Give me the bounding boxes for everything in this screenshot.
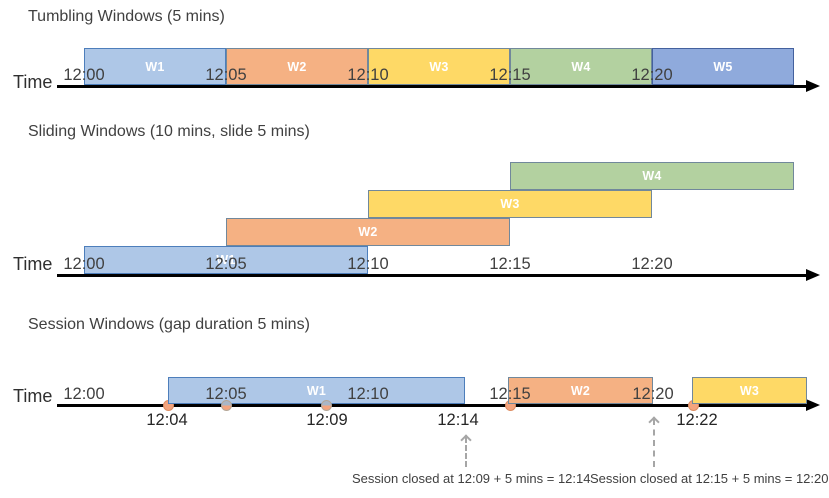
axis-tick-label: 12:15 (489, 385, 531, 403)
event-time-label: 12:22 (676, 411, 718, 429)
event-time-label: 12:04 (146, 411, 188, 429)
window-label: W4 (571, 59, 591, 74)
window-label: W2 (570, 383, 591, 398)
dashed-pointer-arrow (648, 416, 660, 467)
axis-tick-label: 12:05 (205, 385, 247, 403)
sliding-time-axis-label: Time (13, 254, 53, 274)
time-axis-arrowhead-icon (806, 269, 820, 281)
session-closed-note: Session closed at 12:15 + 5 mins = 12:20 (590, 471, 829, 486)
window-bar: W2 (508, 377, 653, 404)
window-label: W1 (306, 383, 327, 398)
axis-tick-label: 12:05 (205, 255, 247, 273)
window-bar: W1 (84, 246, 368, 274)
time-axis-arrowhead-icon (806, 80, 820, 92)
sliding-title: Sliding Windows (10 mins, slide 5 mins) (28, 123, 310, 140)
time-axis-line (57, 404, 806, 407)
window-bar: W2 (226, 218, 510, 246)
arrow-up-icon (648, 416, 660, 428)
session-time-axis-label: Time (13, 386, 53, 406)
window-bar: W3 (692, 377, 807, 404)
time-axis-line (57, 85, 806, 88)
axis-tick-label: 12:15 (489, 255, 531, 273)
axis-tick-label: 12:10 (347, 255, 389, 273)
window-label: W2 (358, 225, 378, 239)
axis-tick-label: 12:05 (205, 66, 247, 84)
window-label: W3 (500, 197, 520, 211)
axis-tick-label: 12:20 (632, 385, 674, 403)
session-closed-note: Session closed at 12:09 + 5 mins = 12:14 (352, 471, 591, 486)
time-axis-line (57, 274, 806, 277)
axis-tick-label: 12:00 (63, 255, 105, 273)
event-time-label: 12:14 (437, 411, 479, 429)
axis-tick-label: 12:20 (631, 255, 673, 273)
window-label: W1 (145, 59, 165, 74)
dashed-pointer-arrow (460, 434, 472, 467)
window-label: W2 (287, 59, 307, 74)
window-label: W5 (713, 59, 733, 74)
event-dot (320, 400, 332, 411)
tumbling-time-axis-label: Time (13, 72, 53, 92)
axis-tick-label: 12:10 (347, 66, 389, 84)
axis-tick-label: 12:00 (63, 66, 105, 84)
window-label: W3 (739, 383, 760, 398)
time-axis-arrowhead-icon (806, 399, 820, 411)
window-label: W3 (429, 59, 449, 74)
window-bar: W3 (368, 48, 510, 85)
tumbling-title: Tumbling Windows (5 mins) (28, 8, 225, 25)
axis-tick-label: 12:20 (631, 66, 673, 84)
arrow-up-icon (460, 434, 472, 446)
window-bar: W5 (652, 48, 794, 85)
window-bar: W1 (168, 377, 465, 404)
axis-tick-label: 12:00 (63, 385, 105, 403)
event-time-label: 12:09 (306, 411, 348, 429)
window-bar: W3 (368, 190, 652, 218)
session-title: Session Windows (gap duration 5 mins) (28, 316, 310, 333)
window-label: W1 (216, 253, 236, 267)
window-bar: W2 (226, 48, 368, 85)
window-bar: W1 (84, 48, 226, 85)
axis-tick-label: 12:10 (347, 385, 389, 403)
window-label: W4 (642, 169, 662, 183)
window-bar: W4 (510, 48, 652, 85)
window-bar: W4 (510, 162, 794, 190)
axis-tick-label: 12:15 (489, 66, 531, 84)
event-dot (220, 400, 232, 411)
